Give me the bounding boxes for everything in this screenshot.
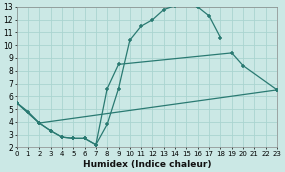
X-axis label: Humidex (Indice chaleur): Humidex (Indice chaleur) [83,159,211,169]
